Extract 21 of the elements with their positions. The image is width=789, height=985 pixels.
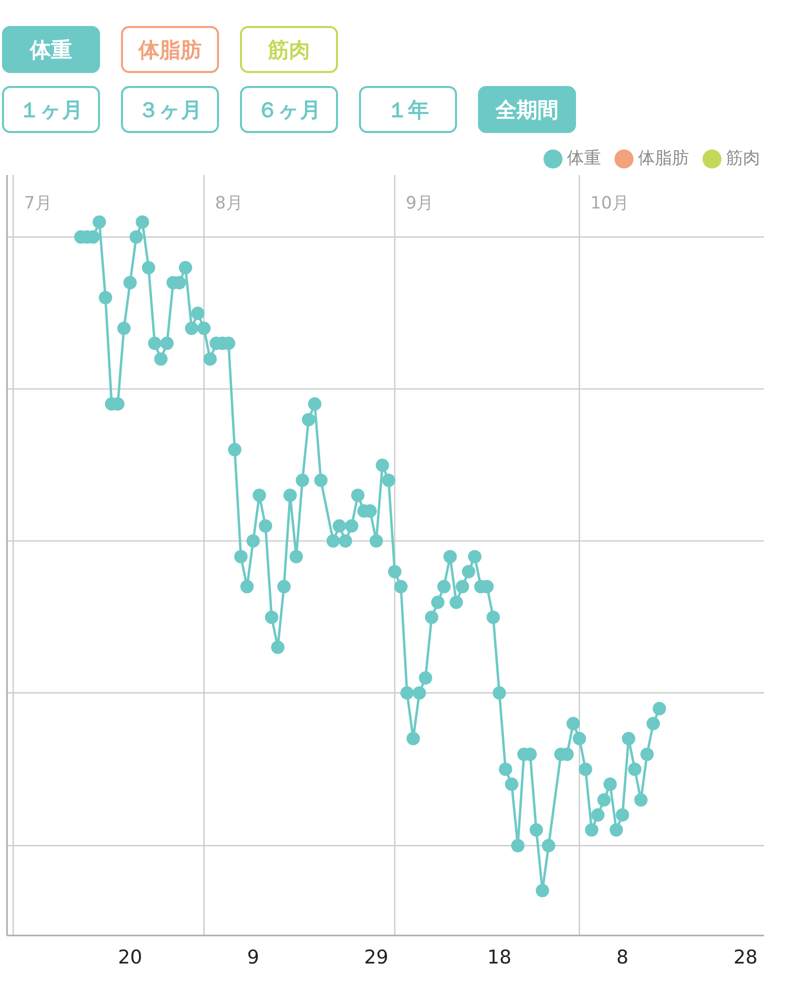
x-tick-label: 18 bbox=[487, 946, 512, 969]
period-button[interactable]: １ヶ月 bbox=[2, 86, 100, 133]
toggle-button[interactable]: 筋肉 bbox=[240, 26, 338, 73]
x-tick-label: 8 bbox=[616, 946, 628, 969]
legend-label: 体脂肪 bbox=[638, 148, 689, 169]
x-tick-label: 9 bbox=[247, 946, 260, 969]
ref-line-label: 9月 bbox=[406, 194, 434, 214]
legend-label: 体重 bbox=[567, 148, 601, 169]
period-button[interactable]: ３ヶ月 bbox=[121, 86, 219, 133]
toggle-button[interactable]: 体重 bbox=[2, 26, 100, 73]
toggle-button[interactable]: 体脂肪 bbox=[121, 26, 219, 73]
x-tick-label: 28 bbox=[733, 946, 758, 969]
x-tick-label: 29 bbox=[364, 946, 388, 969]
ref-line-label: 8月 bbox=[214, 194, 243, 214]
x-tick-label: 20 bbox=[118, 946, 142, 969]
ref-line-label: 10月 bbox=[590, 194, 630, 214]
period-button[interactable]: １年 bbox=[359, 86, 457, 133]
period-button[interactable]: ６ヶ月 bbox=[240, 86, 338, 133]
period-button[interactable]: 全期間 bbox=[478, 86, 576, 133]
ref-line-label: 7月 bbox=[24, 194, 52, 214]
legend-label: 筋肉 bbox=[726, 148, 760, 169]
